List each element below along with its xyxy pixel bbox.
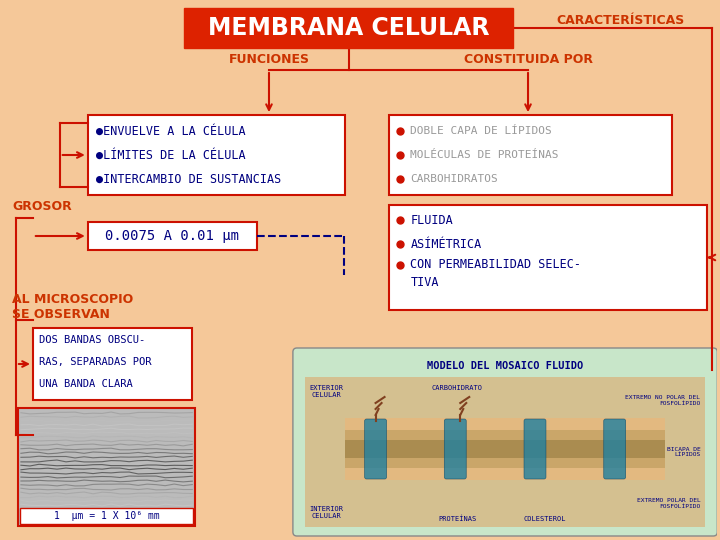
Text: FUNCIONES: FUNCIONES	[228, 53, 310, 66]
FancyBboxPatch shape	[345, 468, 665, 480]
FancyBboxPatch shape	[18, 408, 195, 526]
FancyBboxPatch shape	[364, 419, 387, 479]
Text: EXTREMO NO POLAR DEL
FOSFOLÍPIDO: EXTREMO NO POLAR DEL FOSFOLÍPIDO	[626, 395, 701, 406]
Text: 1  μm = 1 X 10⁶ mm: 1 μm = 1 X 10⁶ mm	[54, 511, 159, 521]
Text: ASÍMÉTRICA: ASÍMÉTRICA	[410, 238, 482, 251]
FancyBboxPatch shape	[293, 348, 717, 536]
Text: MODELO DEL MOSAICO FLUIDO: MODELO DEL MOSAICO FLUIDO	[427, 361, 583, 371]
FancyBboxPatch shape	[20, 508, 193, 524]
Text: EXTERIOR
CELULAR: EXTERIOR CELULAR	[310, 385, 343, 398]
FancyBboxPatch shape	[88, 115, 345, 195]
Text: AL MICROSCOPIO: AL MICROSCOPIO	[12, 293, 133, 306]
Text: CON PERMEABILIDAD SELEC-: CON PERMEABILIDAD SELEC-	[410, 259, 582, 272]
Text: SE OBSERVAN: SE OBSERVAN	[12, 308, 110, 321]
FancyBboxPatch shape	[389, 205, 707, 310]
Text: UNA BANDA CLARA: UNA BANDA CLARA	[39, 379, 132, 389]
Text: GROSOR: GROSOR	[12, 200, 72, 213]
FancyBboxPatch shape	[444, 419, 467, 479]
Text: DOBLE CAPA DE LÍPIDOS: DOBLE CAPA DE LÍPIDOS	[410, 126, 552, 136]
Text: CARBOHIDRATO: CARBOHIDRATO	[431, 385, 482, 391]
Text: ●ENVUELVE A LA CÉLULA: ●ENVUELVE A LA CÉLULA	[96, 125, 246, 138]
FancyBboxPatch shape	[345, 440, 665, 458]
FancyBboxPatch shape	[524, 419, 546, 479]
Text: INTERIOR
CELULAR: INTERIOR CELULAR	[310, 506, 343, 519]
Text: EXTREMO POLAR DEL
FOSFOLÍPIDO: EXTREMO POLAR DEL FOSFOLÍPIDO	[636, 498, 701, 509]
Text: DOS BANDAS OBSCU-: DOS BANDAS OBSCU-	[39, 335, 145, 345]
FancyBboxPatch shape	[345, 418, 665, 430]
Text: CONSTITUIDA POR: CONSTITUIDA POR	[464, 53, 593, 66]
FancyBboxPatch shape	[33, 328, 192, 400]
FancyBboxPatch shape	[345, 458, 665, 468]
FancyBboxPatch shape	[345, 430, 665, 440]
FancyBboxPatch shape	[305, 377, 706, 527]
FancyBboxPatch shape	[389, 115, 672, 195]
Text: PROTEÍNAS: PROTEÍNAS	[438, 516, 476, 522]
Text: ●INTERCAMBIO DE SUSTANCIAS: ●INTERCAMBIO DE SUSTANCIAS	[96, 172, 281, 186]
Text: MEMBRANA CELULAR: MEMBRANA CELULAR	[208, 16, 490, 40]
Text: MOLÉCULAS DE PROTEÍNAS: MOLÉCULAS DE PROTEÍNAS	[410, 150, 559, 160]
Text: COLESTEROL: COLESTEROL	[524, 516, 567, 522]
FancyBboxPatch shape	[604, 419, 626, 479]
Text: FLUIDA: FLUIDA	[410, 213, 453, 226]
Text: CARACTERÍSTICAS: CARACTERÍSTICAS	[556, 14, 684, 26]
Text: ●LÍMITES DE LA CÉLULA: ●LÍMITES DE LA CÉLULA	[96, 148, 246, 161]
Text: BICAPA DE
LÍPIDOS: BICAPA DE LÍPIDOS	[667, 447, 701, 457]
Text: 0.0075 A 0.01 μm: 0.0075 A 0.01 μm	[105, 229, 239, 243]
Text: RAS, SEPARADAS POR: RAS, SEPARADAS POR	[39, 357, 151, 367]
FancyBboxPatch shape	[88, 222, 257, 250]
Text: CARBOHIDRATOS: CARBOHIDRATOS	[410, 174, 498, 184]
Text: TIVA: TIVA	[410, 275, 439, 288]
FancyBboxPatch shape	[184, 8, 513, 48]
